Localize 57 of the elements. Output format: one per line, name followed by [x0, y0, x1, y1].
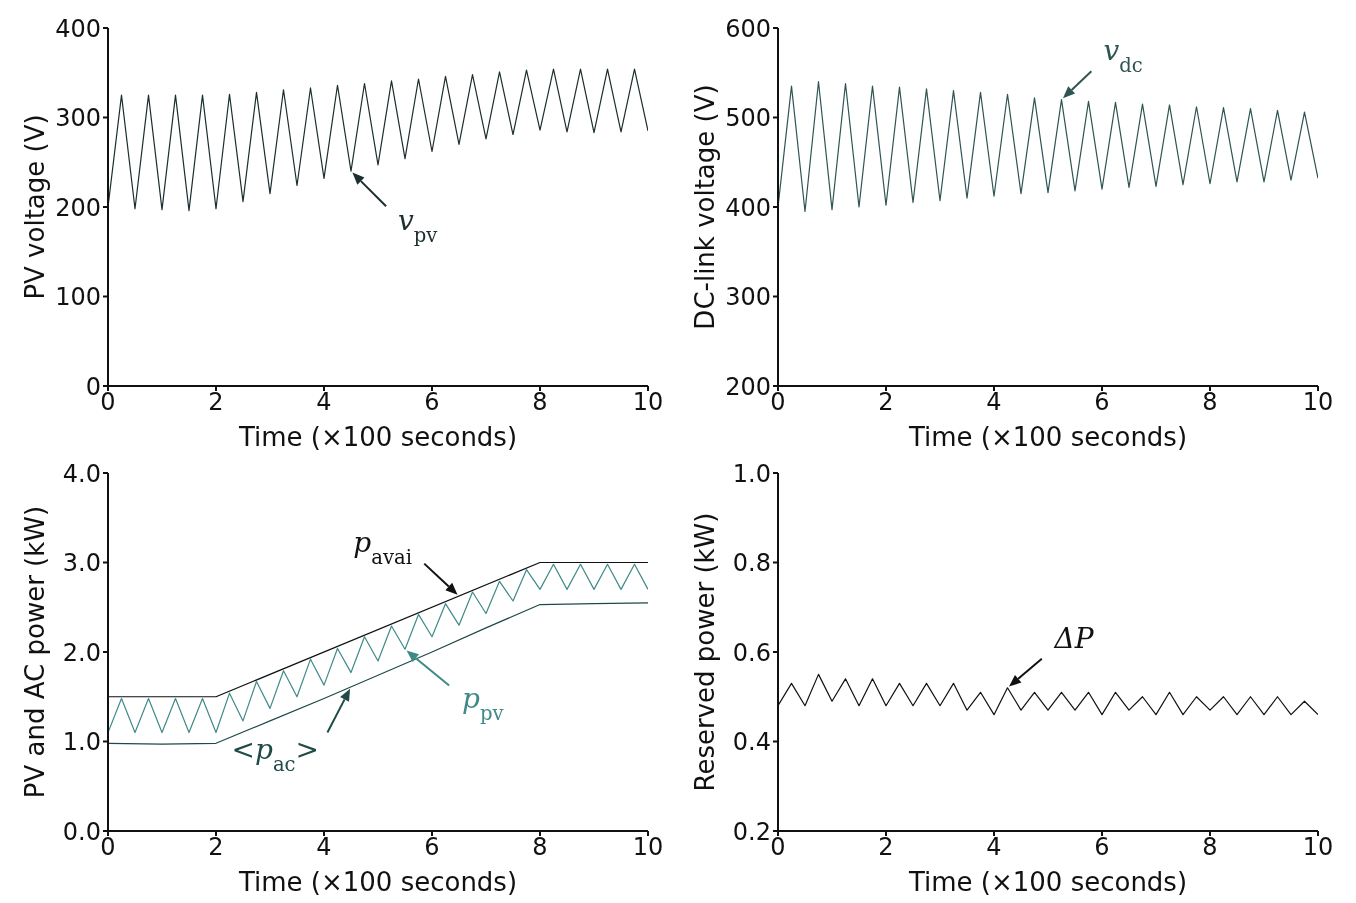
y-tick-label: 400 [725, 193, 771, 222]
line-series [778, 81, 1318, 213]
x-tick-label: 2 [878, 833, 894, 862]
y-tick-label: 0.2 [732, 817, 771, 846]
y-tick-label: 300 [55, 104, 101, 133]
legend-label: v$_{pv}$ [398, 204, 439, 247]
y-tick-label: 4.0 [62, 459, 101, 488]
x-tick-label: 2 [208, 833, 224, 862]
series-label: p$_{pv}$ [462, 682, 505, 725]
x-tick-label: 6 [424, 833, 440, 862]
y-tick-label: 0.0 [62, 817, 101, 846]
x-tick-label: 8 [532, 833, 548, 862]
x-tick-label: 6 [1094, 388, 1110, 417]
series-label: v$_{dc}$ [1103, 33, 1143, 77]
x-tick-label: 6 [424, 388, 440, 417]
x-tick-label: 4 [986, 388, 1002, 417]
y-axis-title: DC-link voltage (V) [690, 84, 721, 330]
x-axis-title: Time (×100 seconds) [237, 422, 518, 452]
x-axis-title: Time (×100 seconds) [237, 867, 518, 897]
x-axis-title: Time (×100 seconds) [907, 422, 1188, 452]
x-tick-label: 4 [316, 388, 332, 417]
y-tick-label: 400 [55, 14, 101, 43]
y-tick-label: 1.0 [732, 459, 771, 488]
series-label: p$_{avai}$ [353, 526, 412, 569]
y-tick-label: 3.0 [62, 549, 101, 578]
x-tick-label: 2 [878, 388, 894, 417]
line-series [108, 68, 648, 212]
x-tick-label: 10 [632, 388, 664, 417]
y-tick-label: 200 [725, 372, 771, 401]
line-series [108, 602, 648, 745]
y-tick-label: 200 [55, 193, 101, 222]
legend-label: <p$_{ac}$> [231, 732, 319, 776]
x-axis-title: Time (×100 seconds) [907, 867, 1188, 897]
x-tick-label: 8 [532, 388, 548, 417]
x-tick-label: 4 [316, 833, 332, 862]
y-tick-label: 600 [725, 14, 771, 43]
line-series [108, 563, 648, 734]
y-axis-title: Reserved power (kW) [690, 512, 721, 792]
y-axis-title: PV and AC power (kW) [20, 505, 51, 799]
y-tick-label: 300 [725, 283, 771, 312]
y-tick-label: 2.0 [62, 638, 101, 667]
x-tick-label: 8 [1202, 388, 1218, 417]
y-tick-label: 100 [55, 283, 101, 312]
y-axis-title: PV voltage (V) [20, 114, 51, 300]
x-tick-label: 10 [632, 833, 664, 862]
series-label: ΔP [1053, 621, 1095, 655]
x-tick-label: 10 [1302, 833, 1334, 862]
x-tick-label: 6 [1094, 833, 1110, 862]
x-tick-label: 10 [1302, 388, 1334, 417]
y-tick-label: 1.0 [62, 728, 101, 757]
y-tick-label: 0.8 [732, 549, 771, 578]
y-tick-label: 500 [725, 104, 771, 133]
x-tick-label: 2 [208, 388, 224, 417]
x-tick-label: 8 [1202, 833, 1218, 862]
y-tick-label: 0.4 [732, 728, 771, 757]
x-tick-label: 4 [986, 833, 1002, 862]
y-tick-label: 0.6 [732, 638, 771, 667]
